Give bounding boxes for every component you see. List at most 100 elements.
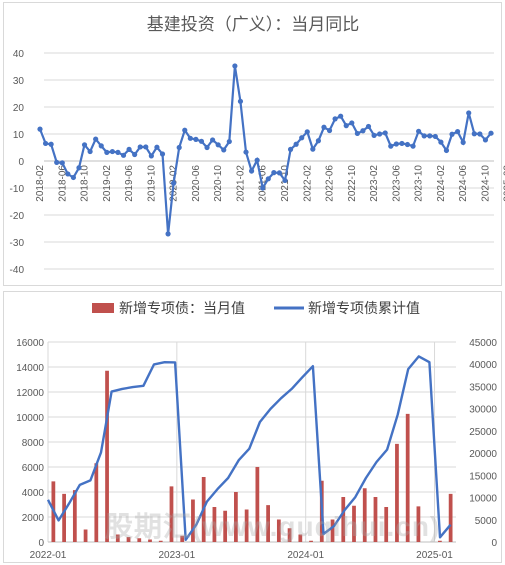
- y-right-tick-label: 35000: [469, 382, 497, 393]
- special-bond-chart: 新增专项债：当月值 新增专项债累计值 16000 14000 12000 10000 8…: [16, 300, 497, 561]
- data-point: [410, 143, 416, 149]
- watermark: 股期汇(www.guqihui.cn): [105, 511, 441, 542]
- bar-monthly: [83, 529, 88, 542]
- data-point: [54, 159, 60, 165]
- y-tick-label: -10: [10, 184, 25, 195]
- y-tick-label: 20: [13, 103, 25, 114]
- data-point: [354, 130, 360, 137]
- bar-monthly: [255, 467, 260, 542]
- data-point: [265, 176, 271, 182]
- bar-monthly: [105, 370, 109, 542]
- yoy-chart-panel: 基建投资（广义）：当月同比 40 30 20 10 0 -10 -20 -30 -40 2018…: [3, 2, 505, 286]
- data-point: [176, 144, 182, 151]
- x-tick-label: 2022-01: [30, 550, 67, 561]
- data-point: [215, 142, 221, 148]
- data-point: [460, 139, 466, 145]
- data-point: [310, 146, 316, 152]
- data-point: [204, 144, 210, 151]
- data-point: [42, 140, 49, 147]
- y-right-tick-label: 40000: [469, 360, 497, 371]
- bar-monthly: [298, 534, 303, 542]
- bar-monthly: [405, 413, 410, 542]
- data-point: [326, 127, 333, 134]
- bar-monthly: [223, 510, 228, 542]
- data-point: [299, 135, 305, 141]
- y-right-tick-label: 20000: [469, 449, 497, 460]
- data-point: [65, 171, 71, 177]
- data-point: [271, 170, 277, 176]
- data-point: [382, 130, 388, 136]
- y-left-tick-label: 6000: [22, 463, 45, 474]
- x-tick-label: 2023-10: [414, 165, 425, 202]
- bar-monthly: [438, 540, 442, 542]
- x-tick-label: 2021-02: [235, 165, 246, 202]
- bar-monthly: [330, 519, 335, 542]
- data-point: [287, 146, 294, 152]
- x-tick-label: 2022-02: [302, 165, 313, 202]
- data-point: [159, 151, 166, 157]
- data-point: [98, 143, 104, 149]
- x-tick-label: 2025-02: [503, 165, 505, 202]
- yoy-chart: 基建投资（广义）：当月同比 40 30 20 10 0 -10 -20 -30 -40 2018…: [10, 15, 505, 276]
- data-point: [482, 137, 489, 143]
- series-line-cumulative: [46, 355, 452, 542]
- bar-monthly: [126, 537, 131, 542]
- bar-monthly: [416, 506, 421, 542]
- y-right-tick-label: 25000: [469, 427, 497, 438]
- y-left-tick-label: 8000: [22, 438, 45, 449]
- data-point: [377, 131, 383, 137]
- x-tick-label: 2021-06: [258, 165, 269, 202]
- y-tick-label: 40: [13, 49, 25, 60]
- data-point: [421, 133, 427, 139]
- y-right-tick-label: 10000: [469, 494, 497, 505]
- data-point: [232, 63, 238, 69]
- data-point: [165, 231, 171, 237]
- legend: 新增专项债：当月值 新增专项债累计值: [92, 300, 420, 316]
- bar-monthly: [115, 534, 120, 542]
- x-tick-label: 2024-06: [458, 165, 469, 202]
- x-tick-label: 2019-02: [102, 165, 113, 202]
- data-point: [132, 151, 138, 158]
- data-point: [254, 157, 260, 163]
- data-point: [343, 123, 349, 129]
- data-point: [37, 126, 43, 132]
- data-point: [332, 116, 338, 122]
- bar-monthly: [395, 443, 399, 542]
- x-tick-label: 2019-10: [146, 165, 157, 202]
- legend-swatch-monthly: [92, 303, 114, 313]
- x-tick-label: 2020-10: [213, 165, 224, 202]
- data-point: [260, 185, 266, 191]
- data-point: [315, 138, 321, 144]
- data-point: [87, 148, 93, 155]
- x-tick-label: 2018-02: [35, 165, 46, 202]
- data-point: [449, 131, 455, 137]
- y-tick-label: -20: [10, 211, 25, 222]
- x-tick-label: 2019-06: [124, 165, 135, 202]
- data-point: [187, 135, 193, 141]
- x-tick-label: 2024-10: [480, 165, 491, 202]
- y-left-tick-label: 12000: [16, 388, 44, 399]
- chart-title: 基建投资（广义）：当月同比: [147, 15, 360, 34]
- y-tick-label: 0: [18, 157, 24, 168]
- data-point: [477, 131, 483, 137]
- x-tick-label: 2018-06: [57, 165, 68, 202]
- y-right-tick-label: 15000: [469, 471, 497, 482]
- series-line-yoy: [38, 65, 492, 235]
- data-point: [120, 152, 127, 158]
- y-tick-label: 10: [13, 130, 25, 141]
- bar-monthly: [234, 492, 238, 542]
- data-point: [282, 177, 288, 184]
- bar-monthly: [276, 519, 281, 542]
- data-point: [143, 144, 149, 150]
- data-point: [237, 98, 244, 104]
- data-point: [471, 131, 477, 137]
- data-point: [349, 120, 355, 126]
- data-point: [443, 147, 450, 154]
- data-point: [59, 160, 65, 166]
- y-left-tick-label: 10000: [16, 413, 44, 424]
- data-point: [115, 149, 121, 155]
- bar-monthly: [169, 486, 174, 542]
- data-point: [109, 148, 115, 155]
- y-left-tick-label: 14000: [16, 363, 44, 374]
- bar-monthly: [373, 497, 378, 542]
